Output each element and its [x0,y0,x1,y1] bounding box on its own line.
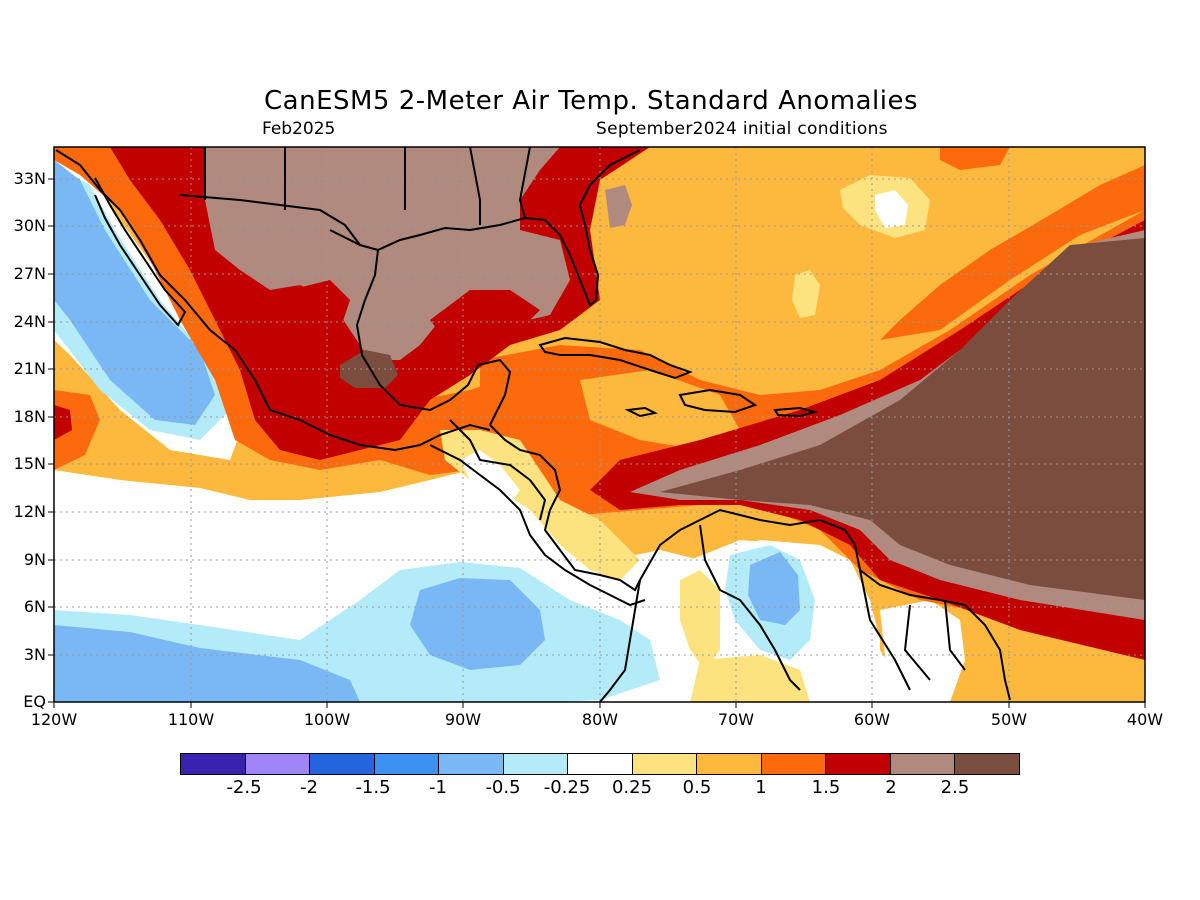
initial-conditions-label: September2024 initial conditions [596,119,888,139]
lat-label-12n: 12N [13,502,46,521]
anomaly-region-yellow-caribbean [580,370,740,450]
anomaly-region-blue-pacific-south [54,625,360,702]
lat-label-21n: 21N [13,359,46,378]
colorbar-label-1: -2.5 [226,777,262,798]
lon-label-110w: 110W [167,710,215,729]
anomaly-region-orange-atlantic-northeast [940,147,1010,170]
anomaly-region-mauve-florida [605,185,632,228]
anomaly-region-blue-pacific-east [410,578,545,670]
lon-label-60w: 60W [853,710,891,729]
anomaly-region-orange-atlantic-east [880,165,1145,340]
colorbar-swatch-12 [890,754,956,774]
lat-label-18n: 18N [13,407,46,426]
colorbar-swatch-2 [245,754,311,774]
colorbar-label-8: 0.5 [682,777,712,798]
colorbar-swatch-11 [826,754,891,774]
coastline-south-america-north [639,508,1011,701]
border-central-america-interior [449,419,547,521]
colorbar-label-9: 1 [755,777,767,798]
colorbar-swatch-3 [310,754,375,774]
lat-label-eq: EQ [23,692,46,711]
lat-label-6n: 6N [23,597,46,616]
lat-label-15n: 15N [13,454,46,473]
graticule [54,147,1145,702]
anomaly-region-brown-atlantic [660,238,1145,600]
anomaly-region-red-gulf-inset [430,290,540,340]
coastline-central-america [489,424,641,592]
colorbar-label-10: 1.5 [811,777,841,798]
lat-label-3n: 3N [23,645,46,664]
colorbar-label-12: 2.5 [940,777,970,798]
coastline-cuba [538,336,693,380]
coastline-south-america-west [599,579,641,702]
anomaly-region-white-guianas [880,600,965,702]
colorbar-swatch-1 [181,754,246,774]
anomaly-region-yellow-atlantic-small [792,270,820,318]
anomaly-region-red-texas [285,280,350,340]
colorbar [180,753,1020,775]
anomaly-region-white-atlantic-north [875,190,908,228]
colorbar-swatch-5 [439,754,504,774]
lon-label-40w: 40W [1126,710,1164,729]
lat-label-24n: 24N [13,312,46,331]
lon-label-90w: 90W [444,710,482,729]
border-venezuela-colombia [699,524,801,691]
anomaly-region-red-pacific-west [54,405,72,440]
coastline-jamaica [624,406,659,418]
colorbar-label-4: -1 [429,777,447,798]
colorbar-label-3: -1.5 [355,777,391,798]
coastlines [55,147,1011,702]
coastline-central-america-pacific [429,444,646,607]
coastline-puerto-rico [773,406,819,418]
anomaly-field [54,147,1145,702]
lon-label-120w: 120W [30,710,78,729]
anomaly-region-blue-baja [54,160,215,425]
border-us-states [204,147,531,225]
border-us-mexico [179,194,361,246]
lon-label-70w: 70W [717,710,755,729]
colorbar-label-11: 2 [885,777,897,798]
colorbar-swatch-10 [761,754,827,774]
coastline-baja-peninsula [94,177,187,327]
colorbar-label-7: 0.25 [611,777,653,798]
coastline-baja-mexico-pacific [55,149,491,452]
anomaly-region-brown-mexico [340,350,398,388]
colorbar-swatch-4 [374,754,440,774]
coastline-us-gulf [377,149,641,307]
chart-title: CanESM5 2-Meter Air Temp. Standard Anoma… [264,86,918,116]
anomaly-region-yellow-brazil-north [690,655,810,702]
lat-label-30n: 30N [13,216,46,235]
lon-label-50w: 50W [990,710,1028,729]
colorbar-label-2: -2 [300,777,318,798]
lon-label-80w: 80W [581,710,619,729]
colorbar-label-5: -0.5 [485,777,521,798]
colorbar-swatch-6 [503,754,569,774]
colorbar-label-6: -0.25 [543,777,591,798]
colorbar-swatch-9 [697,754,762,774]
lat-label-27n: 27N [13,264,46,283]
colorbar-swatch-13 [955,754,1019,774]
colorbar-swatch-7 [568,754,633,774]
coastline-gulf-of-mexico [329,229,512,426]
colorbar-swatch-8 [632,754,698,774]
valid-month-label: Feb2025 [262,119,336,139]
lat-label-9n: 9N [23,550,46,569]
lon-label-100w: 100W [303,710,351,729]
border-guianas [859,569,966,691]
anomaly-region-yellow-colombia [680,570,720,670]
coastline-hispaniola [678,388,758,414]
axis-ticks [48,178,1146,708]
lat-label-33n: 33N [13,169,46,188]
